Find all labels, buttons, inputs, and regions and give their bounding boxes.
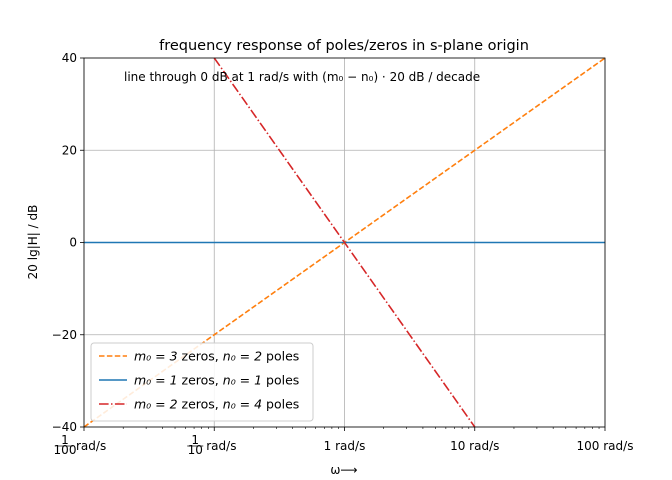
y-tick-label: −40 [52,420,77,434]
legend-label-part: zeros, [178,397,223,412]
x-tick-label-unit: rad/s [76,439,106,453]
series-line-3 [213,57,476,428]
y-axis-title: 20 lg|H| / dB [26,205,40,280]
y-tick-label: 40 [62,51,77,65]
x-tick-label: 110 rad/s [187,433,236,457]
legend-label-2: m₀ = 1 zeros, n₀ = 1 poles [134,373,299,388]
legend-label-part: zeros, [178,349,223,364]
legend-label-part: n₀ = 1 [223,373,262,388]
chart-title: frequency response of poles/zeros in s-p… [159,38,529,54]
x-tick-label-denominator: 10 [188,443,203,457]
legend-label-part: poles [262,373,299,388]
legend-label-part: poles [262,397,299,412]
x-axis-title: ω⟶ [330,463,357,477]
legend-label-part: n₀ = 2 [223,349,262,364]
y-tick-label: −20 [52,328,77,342]
y-tick-label: 0 [69,236,77,250]
legend-label-1: m₀ = 3 zeros, n₀ = 2 poles [134,349,299,364]
legend-label-part: zeros, [178,373,223,388]
x-tick-label: 100 rad/s [577,439,634,453]
x-tick-label-unit: rad/s [206,439,236,453]
legend-box [90,342,314,422]
legend-label-part: m₀ = 3 [134,349,178,364]
legend-label-part: m₀ = 1 [134,373,178,388]
x-tick-label-numerator: 1 [191,433,199,447]
x-tick-label: 1 rad/s [324,439,366,453]
x-tick-label: 10 rad/s [450,439,499,453]
chart-annotation: line through 0 dB at 1 rad/s with (m₀ − … [124,70,480,84]
legend-label-part: n₀ = 4 [223,397,262,412]
legend-label-part: poles [262,349,299,364]
legend-label-part: m₀ = 2 [134,397,178,412]
x-tick-label-denominator: 100 [54,443,77,457]
x-tick-label-numerator: 1 [61,433,69,447]
legend-label-3: m₀ = 2 zeros, n₀ = 4 poles [134,397,299,412]
y-tick-label: 20 [62,143,77,157]
minor-ticks [122,427,600,429]
